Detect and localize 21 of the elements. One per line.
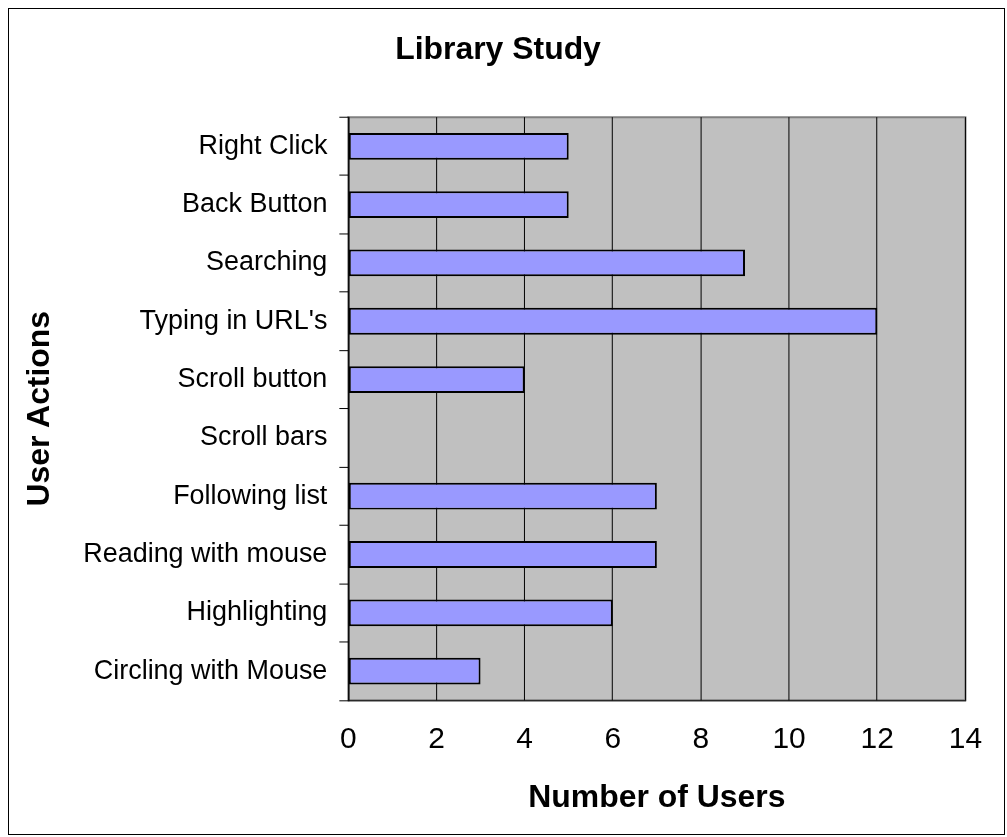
x-tick-label: 0 xyxy=(339,721,357,755)
y-tick-label: Scroll button xyxy=(177,363,328,394)
y-tick-label: Highlighting xyxy=(186,596,328,627)
x-tick-label: 6 xyxy=(604,721,622,755)
y-tick-label: Scroll bars xyxy=(200,421,328,452)
x-axis-title: Number of Users xyxy=(528,777,786,814)
y-axis-title: User Actions xyxy=(19,310,56,507)
y-tick-label: Following list xyxy=(173,479,328,510)
y-tick-label: Circling with Mouse xyxy=(93,654,328,685)
x-tick-label: 2 xyxy=(428,721,445,755)
y-tick-label: Searching xyxy=(206,246,328,277)
y-tick-label: Back Button xyxy=(182,188,328,219)
y-tick-label: Reading with mouse xyxy=(83,537,328,568)
x-tick-label: 14 xyxy=(948,721,983,755)
x-tick-label: 8 xyxy=(692,721,710,755)
x-tick-label: 4 xyxy=(516,721,533,755)
x-tick-label: 10 xyxy=(772,721,806,755)
chart-title: Library Study xyxy=(395,29,602,66)
y-tick-label: Right Click xyxy=(198,129,328,160)
x-tick-label: 12 xyxy=(860,721,894,755)
y-tick-label: Typing in URL's xyxy=(139,304,328,335)
